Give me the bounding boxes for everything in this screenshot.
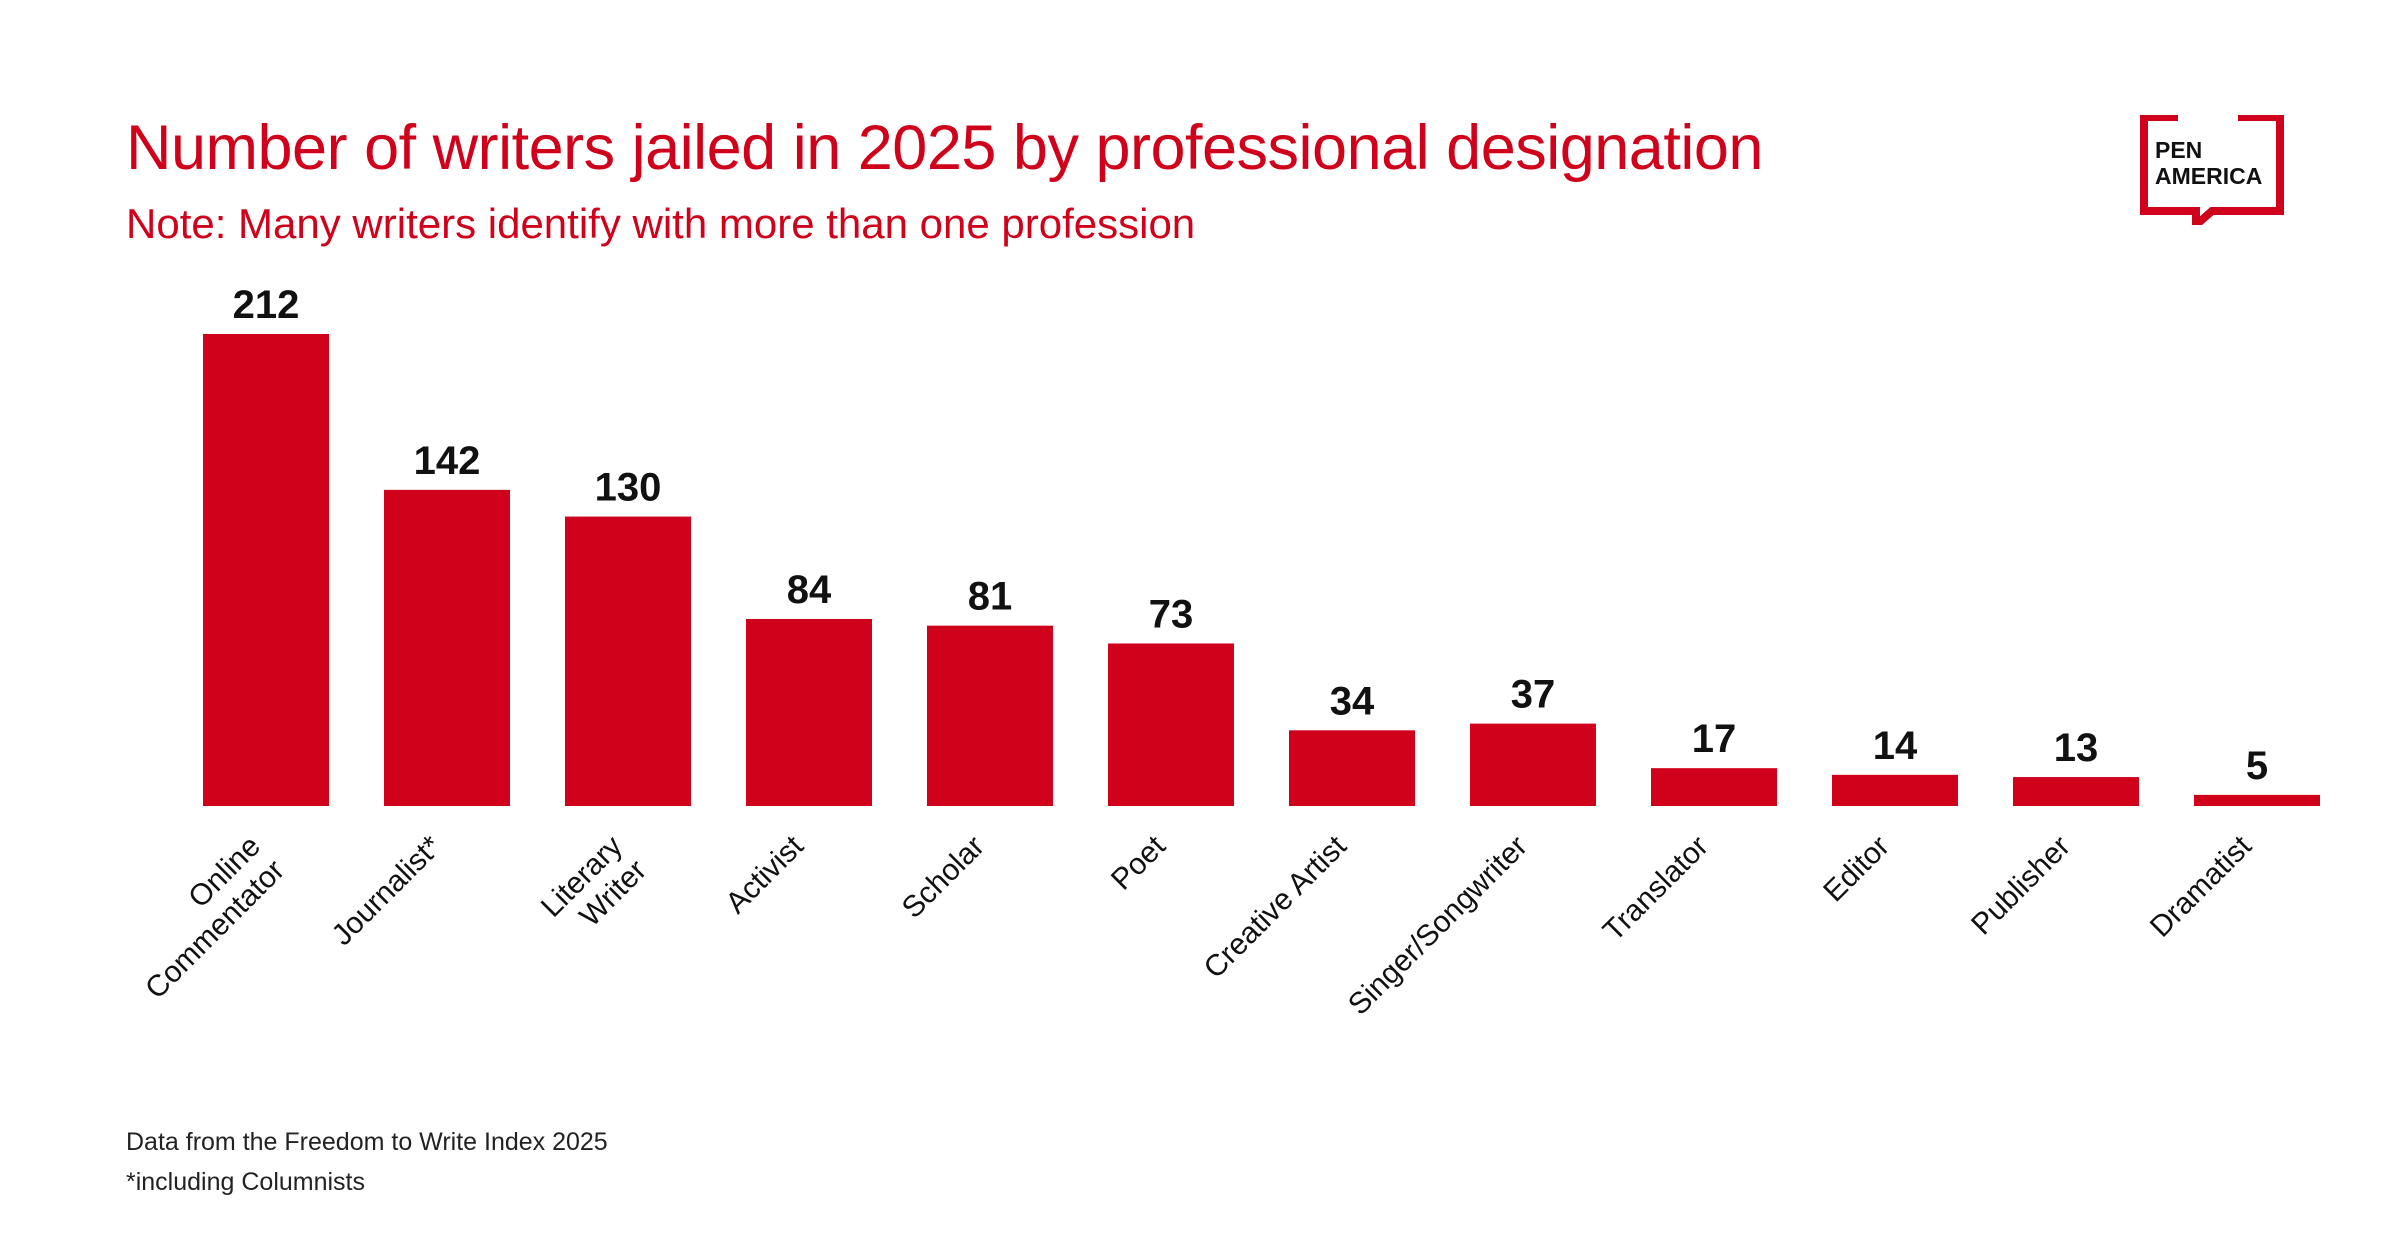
bar-1 [384, 489, 510, 806]
bar-7 [1470, 723, 1596, 806]
value-label-9: 14 [1873, 724, 1918, 768]
category-label-line: Creative Artist [1198, 829, 1354, 985]
bar-2 [565, 516, 691, 806]
value-label-3: 84 [787, 568, 832, 612]
category-label-9: Editor [1817, 830, 1896, 909]
bar-10 [2013, 777, 2139, 806]
category-label-line: Editor [1817, 830, 1896, 909]
category-label-7: Singer/Songwriter [1342, 830, 1534, 1022]
category-label-1: Journalist* [326, 829, 449, 952]
value-label-4: 81 [968, 575, 1013, 619]
columnists-note: *including Columnists [126, 1168, 366, 1196]
bar-0 [203, 334, 329, 806]
category-label-line: Publisher [1965, 830, 2077, 942]
category-label-3: Activist [719, 829, 810, 920]
source-note: Data from the Freedom to Write Index 202… [126, 1128, 608, 1156]
value-label-6: 34 [1330, 679, 1375, 723]
value-label-0: 212 [233, 283, 300, 327]
category-label-2: LiteraryWriter [535, 830, 653, 948]
value-label-8: 17 [1692, 717, 1737, 761]
category-label-5: Poet [1105, 829, 1172, 896]
value-label-10: 13 [2054, 726, 2099, 770]
category-label-line: Dramatist [2144, 829, 2259, 944]
bar-11 [2194, 794, 2320, 806]
speech-bubble-icon [2140, 113, 2284, 234]
value-label-5: 73 [1149, 592, 1194, 636]
bar-5 [1108, 643, 1234, 806]
category-label-10: Publisher [1965, 830, 2077, 942]
category-label-line: Poet [1105, 829, 1172, 896]
bar-chart: 212 OnlineCommentator 142 Journalist* 130 Lit… [115, 283, 2320, 1022]
category-label-line: Journalist* [326, 829, 449, 952]
bar-4 [927, 625, 1053, 806]
logo-line-america: AMERICA [2155, 163, 2263, 189]
category-label-0: OnlineCommentator [115, 830, 291, 1006]
bar-8 [1651, 768, 1777, 806]
category-label-11: Dramatist [2144, 829, 2259, 944]
value-label-2: 130 [595, 466, 662, 510]
category-label-line: Activist [719, 829, 810, 920]
value-label-11: 5 [2246, 744, 2268, 788]
pen-america-logo: PEN AMERICA [2138, 113, 2286, 234]
value-label-7: 37 [1511, 673, 1556, 717]
category-label-8: Translator [1597, 830, 1715, 948]
chart-title: Number of writers jailed in 2025 by prof… [126, 113, 1763, 183]
category-label-line: Scholar [896, 830, 991, 925]
logo-line-pen: PEN [2155, 137, 2203, 163]
bar-3 [746, 618, 872, 806]
category-label-4: Scholar [896, 830, 991, 925]
category-label-line: Translator [1597, 830, 1715, 948]
bar-6 [1289, 730, 1415, 806]
category-label-line: Singer/Songwriter [1342, 830, 1534, 1022]
value-label-1: 142 [414, 439, 481, 483]
chart-subtitle: Note: Many writers identify with more th… [126, 200, 1196, 247]
category-label-6: Creative Artist [1198, 829, 1354, 985]
bar-9 [1832, 774, 1958, 806]
